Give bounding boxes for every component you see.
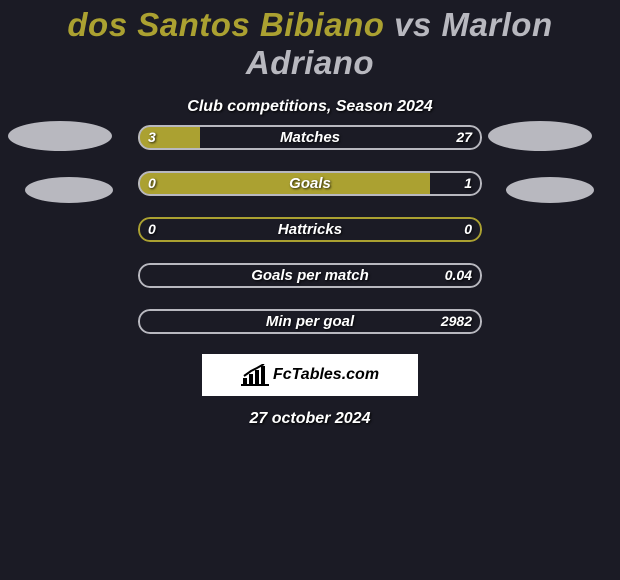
stat-row: 3Matches27 xyxy=(138,125,482,150)
stat-row: 0Hattricks0 xyxy=(138,217,482,242)
stat-row: Min per goal2982 xyxy=(138,309,482,334)
page-title: dos Santos Bibiano vs Marlon Adriano xyxy=(0,0,620,82)
stat-right-value: 0.04 xyxy=(445,263,472,288)
stat-row: Goals per match0.04 xyxy=(138,263,482,288)
stat-rows: 3Matches270Goals10Hattricks0Goals per ma… xyxy=(138,125,482,355)
stat-label: Hattricks xyxy=(138,217,482,242)
fctables-badge[interactable]: FcTables.com xyxy=(202,354,418,396)
vs-separator: vs xyxy=(384,6,441,43)
stat-row: 0Goals1 xyxy=(138,171,482,196)
team-placeholder-ellipse xyxy=(8,121,112,151)
stat-right-value: 0 xyxy=(464,217,472,242)
team-placeholder-ellipse xyxy=(488,121,592,151)
footer-date: 27 october 2024 xyxy=(0,410,620,428)
stat-right-value: 2982 xyxy=(441,309,472,334)
player-left-name: dos Santos Bibiano xyxy=(67,6,384,43)
stat-label: Goals xyxy=(138,171,482,196)
badge-text: FcTables.com xyxy=(273,366,379,384)
stat-label: Min per goal xyxy=(138,309,482,334)
chart-icon xyxy=(241,364,269,386)
stat-right-value: 1 xyxy=(464,171,472,196)
subtitle: Club competitions, Season 2024 xyxy=(0,98,620,116)
stat-right-value: 27 xyxy=(456,125,472,150)
stat-label: Goals per match xyxy=(138,263,482,288)
team-placeholder-ellipse xyxy=(25,177,113,203)
team-placeholder-ellipse xyxy=(506,177,594,203)
stat-label: Matches xyxy=(138,125,482,150)
